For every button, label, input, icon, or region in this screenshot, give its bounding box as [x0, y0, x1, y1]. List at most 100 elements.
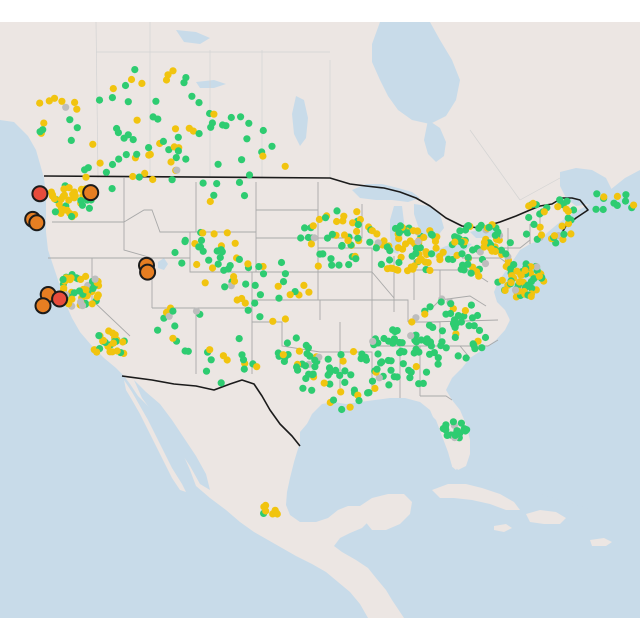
station-marker-good[interactable] [449, 418, 457, 426]
station-marker-good[interactable] [419, 379, 427, 387]
station-marker-good[interactable] [530, 220, 538, 228]
station-marker-good[interactable] [366, 238, 374, 246]
station-marker-good[interactable] [121, 81, 130, 90]
station-marker-good[interactable] [437, 342, 445, 350]
station-marker-moderate[interactable] [169, 334, 177, 342]
station-marker-large-unhealthy[interactable] [31, 185, 49, 203]
station-marker-good[interactable] [463, 426, 471, 434]
station-marker-good[interactable] [412, 338, 420, 346]
station-marker-good[interactable] [221, 283, 229, 291]
station-marker-moderate[interactable] [398, 245, 407, 253]
station-marker-good[interactable] [599, 205, 607, 214]
station-marker-good[interactable] [465, 322, 473, 330]
station-marker-no-data[interactable] [192, 307, 201, 315]
station-marker-moderate[interactable] [99, 336, 108, 345]
station-marker-good[interactable] [207, 123, 215, 131]
station-marker-good[interactable] [321, 214, 330, 222]
station-marker-moderate[interactable] [439, 248, 447, 256]
station-marker-no-data[interactable] [173, 166, 181, 174]
station-marker-moderate[interactable] [515, 278, 524, 286]
station-marker-good[interactable] [502, 250, 510, 258]
station-marker-moderate[interactable] [71, 98, 79, 106]
station-marker-good[interactable] [319, 250, 327, 258]
station-marker-moderate[interactable] [273, 510, 281, 518]
station-marker-good[interactable] [108, 185, 116, 193]
station-marker-good[interactable] [131, 66, 139, 74]
station-marker-good[interactable] [66, 116, 74, 124]
station-marker-moderate[interactable] [36, 99, 44, 107]
station-marker-good[interactable] [113, 124, 121, 133]
station-marker-good[interactable] [328, 230, 336, 238]
station-marker-good[interactable] [251, 299, 259, 307]
station-marker-good[interactable] [281, 270, 289, 278]
station-marker-good[interactable] [70, 289, 78, 297]
station-marker-good[interactable] [395, 338, 403, 347]
station-marker-good[interactable] [352, 255, 360, 263]
station-marker-good[interactable] [188, 92, 196, 100]
station-marker-good[interactable] [301, 224, 309, 232]
station-marker-moderate[interactable] [109, 85, 117, 93]
station-marker-moderate[interactable] [169, 67, 177, 75]
station-marker-good[interactable] [184, 347, 192, 355]
station-marker-good[interactable] [154, 326, 162, 334]
station-marker-good[interactable] [214, 260, 222, 268]
station-marker-moderate[interactable] [185, 124, 193, 132]
station-marker-moderate[interactable] [320, 379, 328, 387]
station-marker-no-data[interactable] [310, 234, 318, 242]
station-marker-good[interactable] [610, 199, 618, 207]
station-marker-moderate[interactable] [96, 159, 104, 167]
station-marker-good[interactable] [165, 146, 173, 154]
station-marker-moderate[interactable] [93, 293, 101, 301]
station-marker-good[interactable] [560, 230, 568, 238]
station-marker-good[interactable] [475, 326, 484, 334]
station-marker-good[interactable] [341, 378, 349, 386]
station-marker-good[interactable] [279, 278, 288, 286]
station-marker-moderate[interactable] [67, 274, 75, 282]
station-marker-good[interactable] [332, 366, 340, 374]
station-marker-moderate[interactable] [529, 199, 537, 207]
station-marker-moderate[interactable] [231, 239, 239, 247]
station-marker-good[interactable] [124, 131, 132, 139]
station-marker-moderate[interactable] [58, 97, 66, 105]
station-marker-good[interactable] [341, 367, 349, 375]
station-marker-good[interactable] [323, 234, 332, 242]
station-marker-good[interactable] [174, 133, 182, 141]
station-marker-good[interactable] [345, 261, 353, 269]
station-marker-good[interactable] [481, 333, 490, 342]
station-marker-good[interactable] [556, 196, 564, 204]
station-marker-good[interactable] [477, 221, 485, 229]
station-marker-moderate[interactable] [82, 272, 90, 280]
station-marker-good[interactable] [283, 339, 291, 347]
station-marker-moderate[interactable] [193, 260, 201, 269]
station-marker-moderate[interactable] [281, 162, 289, 170]
station-marker-no-data[interactable] [533, 263, 541, 271]
station-marker-good[interactable] [326, 380, 334, 388]
station-marker-good[interactable] [386, 256, 394, 264]
station-marker-moderate[interactable] [314, 262, 322, 270]
station-marker-good[interactable] [437, 298, 445, 306]
station-marker-good[interactable] [235, 255, 243, 263]
station-marker-good[interactable] [525, 213, 533, 222]
station-marker-moderate[interactable] [109, 339, 117, 347]
station-marker-good[interactable] [213, 180, 221, 188]
station-marker-moderate[interactable] [262, 507, 270, 515]
station-marker-moderate[interactable] [406, 237, 414, 245]
station-marker-moderate[interactable] [138, 79, 146, 87]
station-marker-good[interactable] [199, 179, 207, 187]
station-marker-good[interactable] [122, 151, 130, 159]
station-marker-moderate[interactable] [223, 229, 231, 237]
station-marker-good[interactable] [478, 344, 486, 352]
station-marker-good[interactable] [222, 122, 230, 130]
station-marker-good[interactable] [180, 79, 188, 87]
station-marker-good[interactable] [404, 229, 412, 237]
station-marker-good[interactable] [95, 332, 103, 340]
station-marker-moderate[interactable] [133, 116, 141, 124]
station-marker-good[interactable] [507, 265, 515, 273]
station-marker-no-data[interactable] [375, 374, 383, 382]
station-marker-moderate[interactable] [89, 140, 97, 148]
station-marker-good[interactable] [506, 239, 514, 247]
station-marker-good[interactable] [354, 234, 362, 242]
station-marker-good[interactable] [220, 266, 228, 274]
station-marker-good[interactable] [245, 171, 254, 179]
